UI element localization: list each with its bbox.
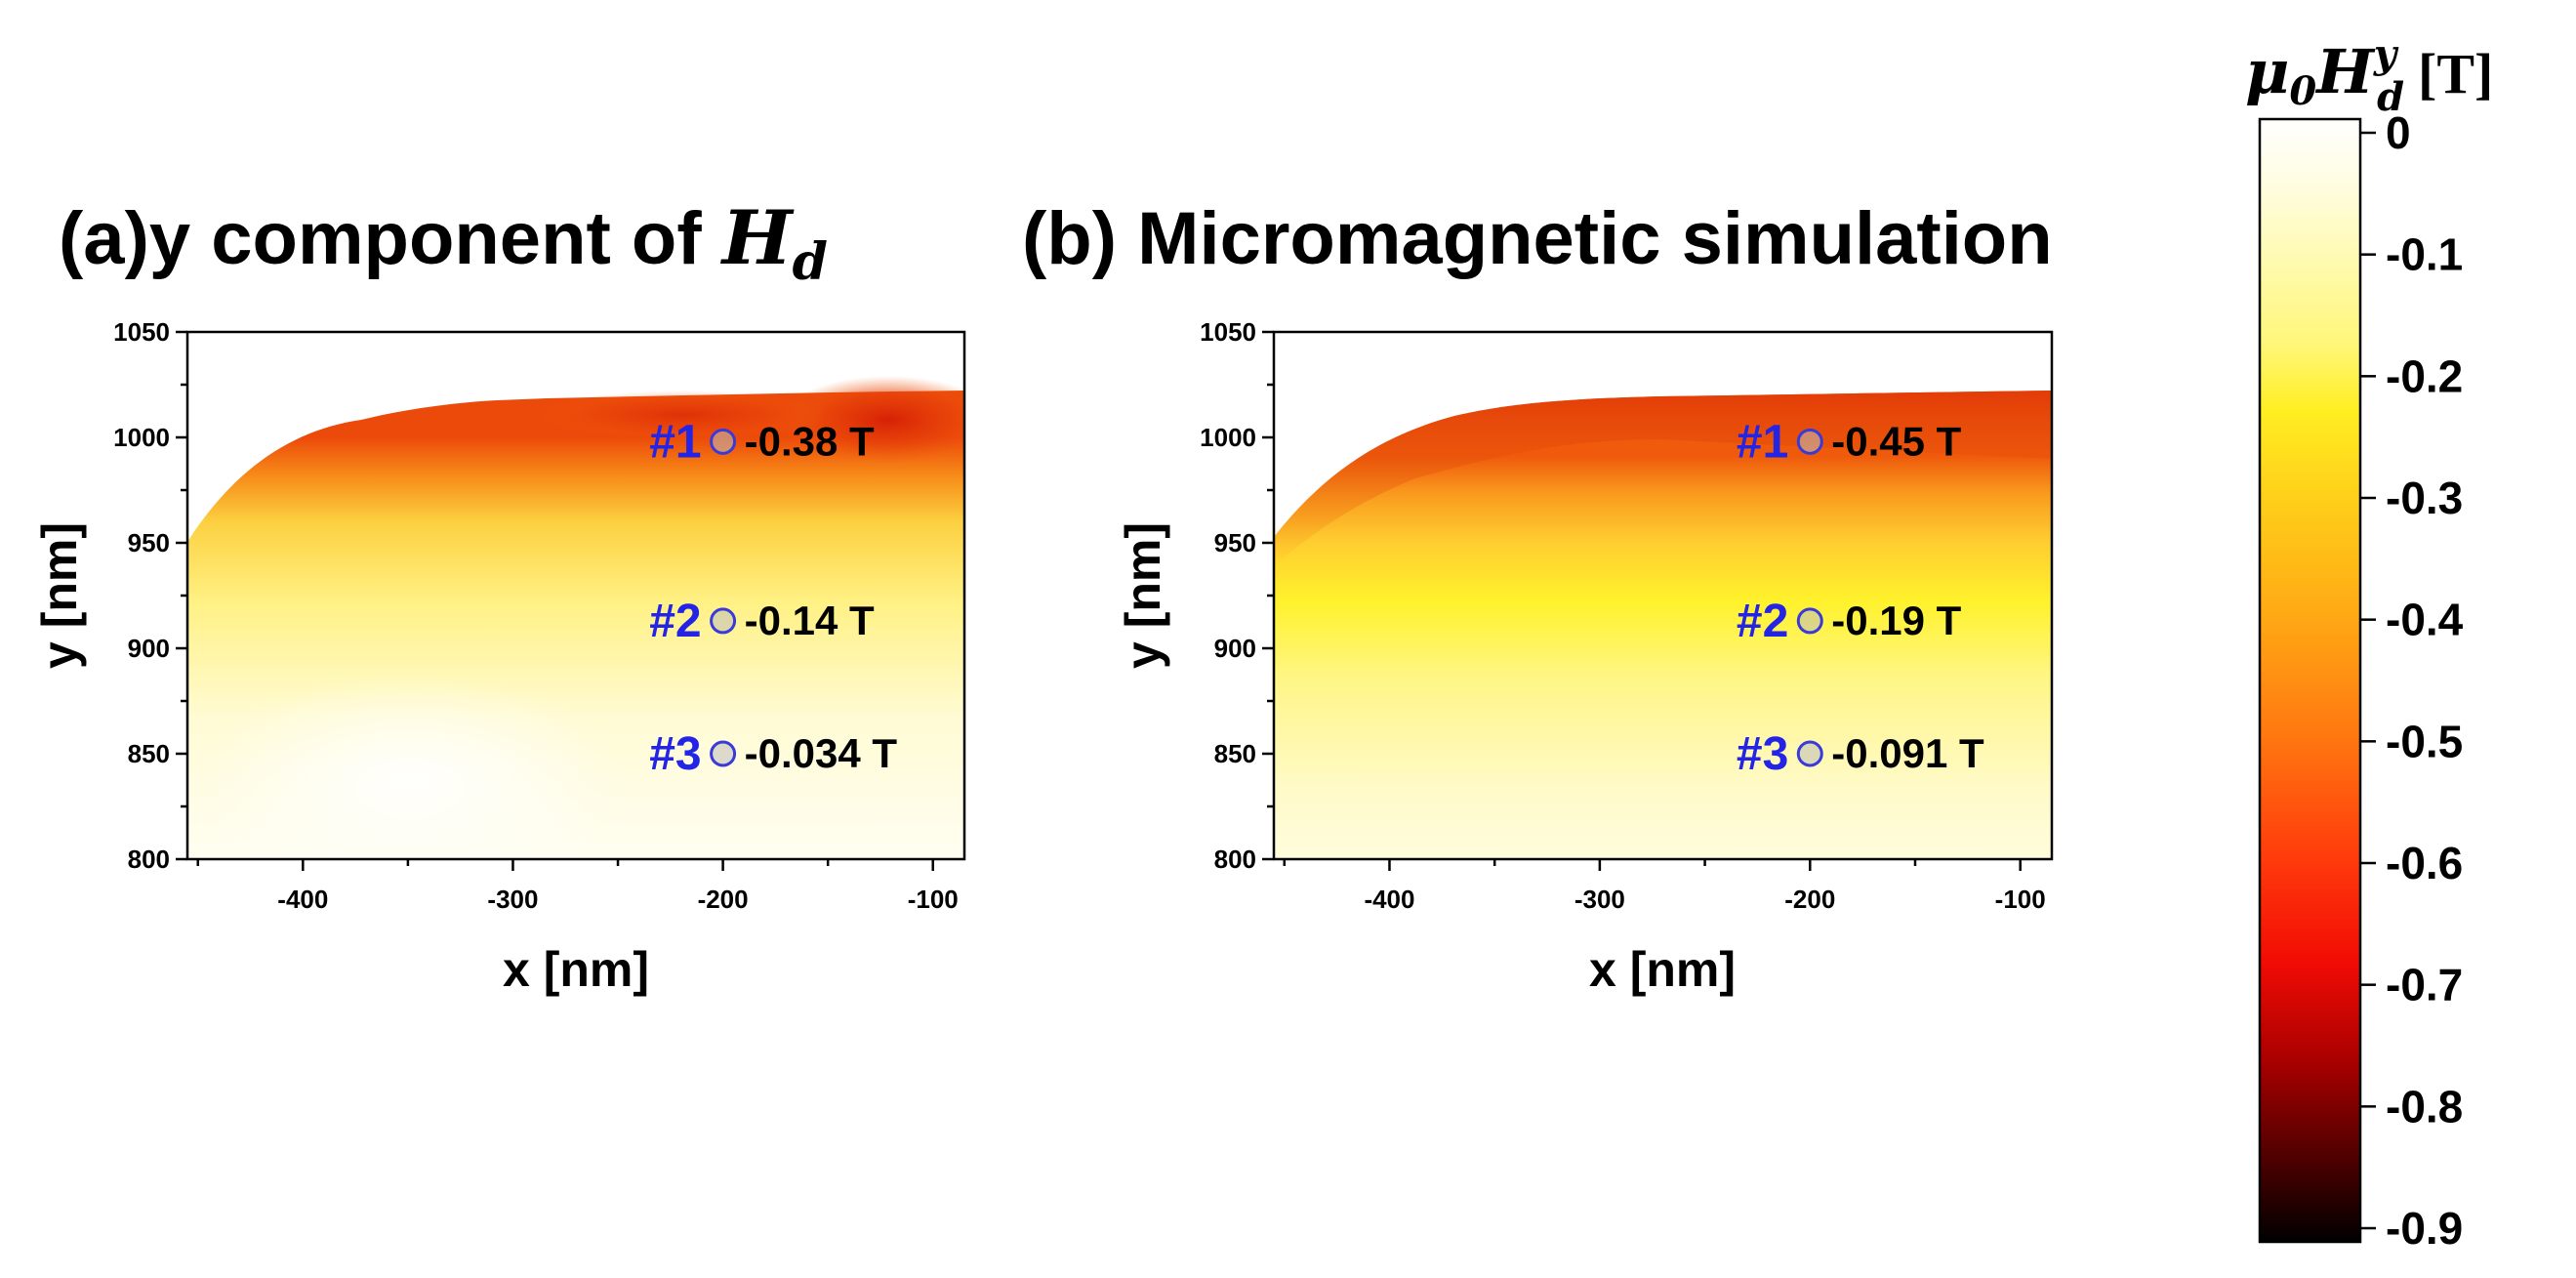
y-tick-label: 1000 [1200,423,1256,452]
colorbar-label-sup: y [2373,31,2399,77]
panel-b: (b) Micromagnetic simulation -400 -300 -20… [1022,197,2054,997]
panel-b-xlabel: x [nm] [1589,942,1736,997]
y-tick-label: 1050 [113,317,170,347]
measurement-point-value: -0.034 T [745,730,898,776]
colorbar-tick-label: -0.8 [2386,1081,2463,1132]
y-tick-label: 850 [1214,739,1256,768]
panel-a-title: (a)y component of Hd [59,194,828,292]
measurement-point-marker [710,607,737,635]
colorbar-tick-label: -0.2 [2386,350,2463,401]
panel-b-heatmap [1274,391,2052,859]
x-tick-label: -200 [698,885,749,914]
y-tick-label: 900 [128,634,170,663]
colorbar-label-sub0: 0 [2289,68,2316,114]
measurement-point-value: -0.19 T [1831,598,1961,643]
panel-b-points: #1 -0.45 T #2 -0.19 T #3 -0.091 T [1737,416,1984,780]
colorbar-label-unit: [T] [2418,42,2493,105]
panel-a-ticks: -400 -300 -200 -100 800 850 900 950 1000 1050 [113,317,959,914]
measurement-point-marker [1796,607,1823,635]
panel-a-title-text: (a)y component of [59,197,722,280]
colorbar-ticks: 0 -0.1 -0.2 -0.3 -0.4 -0.5 -0.6 -0.7 -0.8 -0.9 [2360,107,2464,1254]
panel-a-pale-region [195,674,625,859]
panel-b-edge [1274,391,2052,566]
x-tick-label: -100 [908,885,959,914]
y-tick-label: 950 [1214,528,1256,557]
colorbar-bar [2258,117,2362,1244]
colorbar-tick-label: -0.3 [2386,473,2463,523]
panel-b-title: (b) Micromagnetic simulation [1022,197,2053,280]
panel-a-heatmap [187,376,964,859]
measurement-point-id: #3 [1737,728,1788,780]
colorbar-tick-label: 0 [2386,107,2411,158]
panel-b-title-text: (b) Micromagnetic simulation [1022,197,2053,280]
x-tick-label: -300 [487,885,538,914]
measurement-point-id: #2 [649,596,701,647]
y-tick-label: 800 [128,845,170,874]
colorbar-label-subd: d [2377,74,2404,120]
colorbar-tick-label: -0.9 [2386,1203,2463,1254]
y-tick-label: 900 [1214,634,1256,663]
colorbar-label: μ0Hy d [T] [2245,31,2493,120]
colorbar: μ0Hy d [T] 0-0.1-0.2-0.3-0.4-0.5-0.6-0.7-0… [2245,31,2493,1254]
panel-a-hotspot-2 [537,391,830,439]
x-tick-label: -400 [1364,885,1414,914]
x-tick-label: -300 [1574,885,1625,914]
panel-a-title-sub: d [793,232,828,292]
panel-a-xlabel: x [nm] [503,942,649,997]
measurement-point-id: #2 [1737,596,1788,647]
y-tick-label: 1050 [1200,317,1256,347]
colorbar-label-h: H [2314,36,2376,107]
measurement-point-id: #1 [649,416,701,468]
measurement-point-value: -0.38 T [745,418,875,464]
x-tick-label: -400 [277,885,328,914]
measurement-point-marker [1796,428,1823,455]
y-tick-label: 800 [1214,845,1256,874]
measurement-point-id: #1 [1737,416,1788,468]
x-tick-label: -200 [1784,885,1835,914]
measurement-point-value: -0.14 T [745,598,875,643]
panel-b-ylabel: y [nm] [1116,522,1170,669]
panel-a: (a)y component of Hd -400 -300 -200 -100 800… [32,194,966,997]
measurement-point-marker [710,740,737,767]
panel-b-ticks: -400 -300 -200 -100 800 850 900 950 1000 1050 [1200,317,2046,914]
colorbar-tick-label: -0.7 [2386,960,2463,1010]
y-tick-label: 850 [128,739,170,768]
panel-a-title-var: H [720,194,795,281]
y-tick-label: 950 [128,528,170,557]
y-tick-label: 1000 [113,423,170,452]
colorbar-tick-label: -0.6 [2386,838,2463,888]
panel-a-ylabel: y [nm] [32,522,87,669]
panel-b-field [1274,391,2052,859]
measurement-point-marker [1796,740,1823,767]
x-tick-label: -100 [1995,885,2046,914]
colorbar-tick-label: -0.5 [2386,716,2463,766]
measurement-point-marker [710,428,737,455]
colorbar-tick-label: -0.4 [2386,595,2464,645]
colorbar-label-mu: μ [2245,36,2289,107]
measurement-point-value: -0.45 T [1831,418,1961,464]
measurement-point-value: -0.091 T [1831,730,1984,776]
measurement-point-id: #3 [649,728,701,780]
panel-a-points: #1 -0.38 T #2 -0.14 T #3 -0.034 T [649,416,897,780]
colorbar-tick-label: -0.1 [2386,229,2463,280]
panel-a-hotspot [781,376,964,464]
